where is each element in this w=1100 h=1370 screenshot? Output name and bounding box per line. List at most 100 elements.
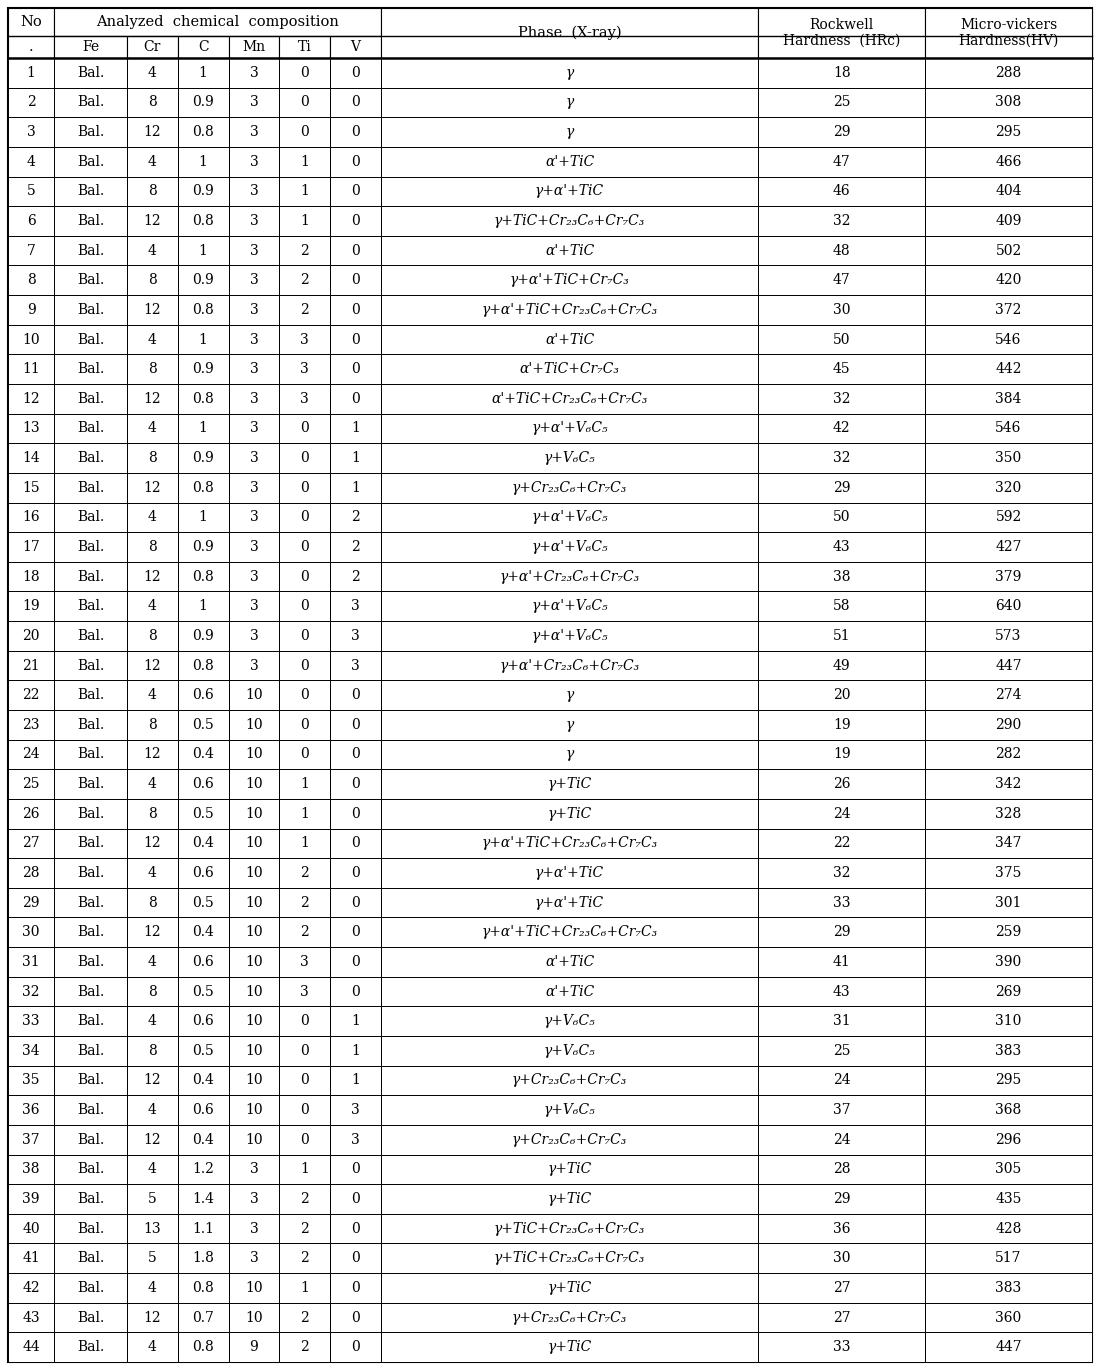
Text: 12: 12 bbox=[144, 1133, 162, 1147]
Bar bbox=[126, 829, 178, 858]
Text: 0: 0 bbox=[351, 718, 360, 732]
Bar bbox=[925, 355, 1092, 384]
Text: 12: 12 bbox=[144, 214, 162, 227]
Bar bbox=[381, 592, 758, 621]
Bar bbox=[54, 829, 126, 858]
Bar bbox=[54, 147, 126, 177]
Bar bbox=[178, 236, 229, 266]
Bar bbox=[178, 770, 229, 799]
Bar bbox=[54, 177, 126, 206]
Text: 0: 0 bbox=[351, 333, 360, 347]
Bar bbox=[229, 829, 279, 858]
Bar bbox=[54, 918, 126, 947]
Bar bbox=[279, 858, 330, 888]
Text: 8: 8 bbox=[148, 273, 157, 288]
Bar bbox=[330, 1007, 381, 1036]
Bar bbox=[330, 295, 381, 325]
Text: 48: 48 bbox=[833, 244, 850, 258]
Text: 47: 47 bbox=[833, 155, 850, 169]
Bar bbox=[279, 1066, 330, 1095]
Text: 0: 0 bbox=[300, 748, 309, 762]
Text: 3: 3 bbox=[351, 629, 360, 643]
Text: 0: 0 bbox=[351, 896, 360, 910]
Text: γ+α'+V₆C₅: γ+α'+V₆C₅ bbox=[531, 511, 608, 525]
Text: 29: 29 bbox=[833, 125, 850, 140]
Bar bbox=[54, 888, 126, 918]
Bar bbox=[54, 532, 126, 562]
Text: V: V bbox=[351, 40, 361, 53]
Bar bbox=[381, 88, 758, 118]
Bar bbox=[54, 473, 126, 503]
Text: 4: 4 bbox=[148, 1340, 157, 1354]
Bar bbox=[178, 503, 229, 532]
Bar bbox=[330, 562, 381, 592]
Text: 4: 4 bbox=[148, 1103, 157, 1117]
Bar bbox=[126, 147, 178, 177]
Bar bbox=[925, 1066, 1092, 1095]
Text: 4: 4 bbox=[148, 866, 157, 880]
Text: 2: 2 bbox=[351, 511, 360, 525]
Text: 41: 41 bbox=[22, 1251, 40, 1266]
Text: 274: 274 bbox=[996, 688, 1022, 703]
Bar bbox=[8, 444, 54, 473]
Text: γ+α'+TiC+Cr₇C₃: γ+α'+TiC+Cr₇C₃ bbox=[509, 273, 629, 288]
Text: 383: 383 bbox=[996, 1044, 1022, 1058]
Bar bbox=[126, 858, 178, 888]
Bar bbox=[126, 1214, 178, 1244]
Bar bbox=[381, 206, 758, 236]
Text: Bal.: Bal. bbox=[77, 1014, 104, 1028]
Bar bbox=[925, 1273, 1092, 1303]
Text: Phase  (X-ray): Phase (X-ray) bbox=[518, 26, 622, 40]
Bar bbox=[381, 681, 758, 710]
Text: Bal.: Bal. bbox=[77, 155, 104, 169]
Text: 1: 1 bbox=[199, 422, 208, 436]
Bar bbox=[54, 36, 126, 58]
Bar bbox=[925, 118, 1092, 147]
Bar bbox=[229, 799, 279, 829]
Text: 1: 1 bbox=[199, 66, 208, 79]
Text: 517: 517 bbox=[996, 1251, 1022, 1266]
Text: 3: 3 bbox=[250, 362, 258, 377]
Text: 8: 8 bbox=[148, 540, 157, 553]
Bar bbox=[8, 266, 54, 295]
Text: γ+Cr₂₃C₆+Cr₇C₃: γ+Cr₂₃C₆+Cr₇C₃ bbox=[512, 1074, 627, 1088]
Bar bbox=[279, 147, 330, 177]
Text: 3: 3 bbox=[300, 333, 309, 347]
Bar bbox=[381, 1333, 758, 1362]
Bar bbox=[330, 1066, 381, 1095]
Text: 3: 3 bbox=[250, 629, 258, 643]
Bar bbox=[229, 36, 279, 58]
Bar bbox=[925, 503, 1092, 532]
Text: 46: 46 bbox=[833, 185, 850, 199]
Text: 347: 347 bbox=[996, 836, 1022, 851]
Text: 1: 1 bbox=[199, 333, 208, 347]
Bar bbox=[8, 147, 54, 177]
Bar bbox=[925, 473, 1092, 503]
Bar bbox=[126, 177, 178, 206]
Text: 36: 36 bbox=[22, 1103, 40, 1117]
Bar bbox=[54, 118, 126, 147]
Bar bbox=[54, 592, 126, 621]
Text: 9: 9 bbox=[250, 1340, 258, 1354]
Bar bbox=[330, 888, 381, 918]
Text: 3: 3 bbox=[300, 955, 309, 969]
Bar bbox=[229, 88, 279, 118]
Bar bbox=[8, 592, 54, 621]
Bar bbox=[381, 1303, 758, 1333]
Bar bbox=[8, 1184, 54, 1214]
Text: α'+TiC: α'+TiC bbox=[544, 155, 594, 169]
Bar bbox=[381, 414, 758, 444]
Text: 39: 39 bbox=[22, 1192, 40, 1206]
Bar bbox=[54, 355, 126, 384]
Text: 0: 0 bbox=[300, 629, 309, 643]
Text: 3: 3 bbox=[250, 1222, 258, 1236]
Text: 404: 404 bbox=[996, 185, 1022, 199]
Bar bbox=[8, 562, 54, 592]
Bar bbox=[8, 681, 54, 710]
Text: 2: 2 bbox=[300, 1192, 309, 1206]
Bar bbox=[229, 740, 279, 770]
Text: 32: 32 bbox=[22, 985, 40, 999]
Bar bbox=[758, 740, 925, 770]
Text: 29: 29 bbox=[833, 481, 850, 495]
Bar bbox=[229, 206, 279, 236]
